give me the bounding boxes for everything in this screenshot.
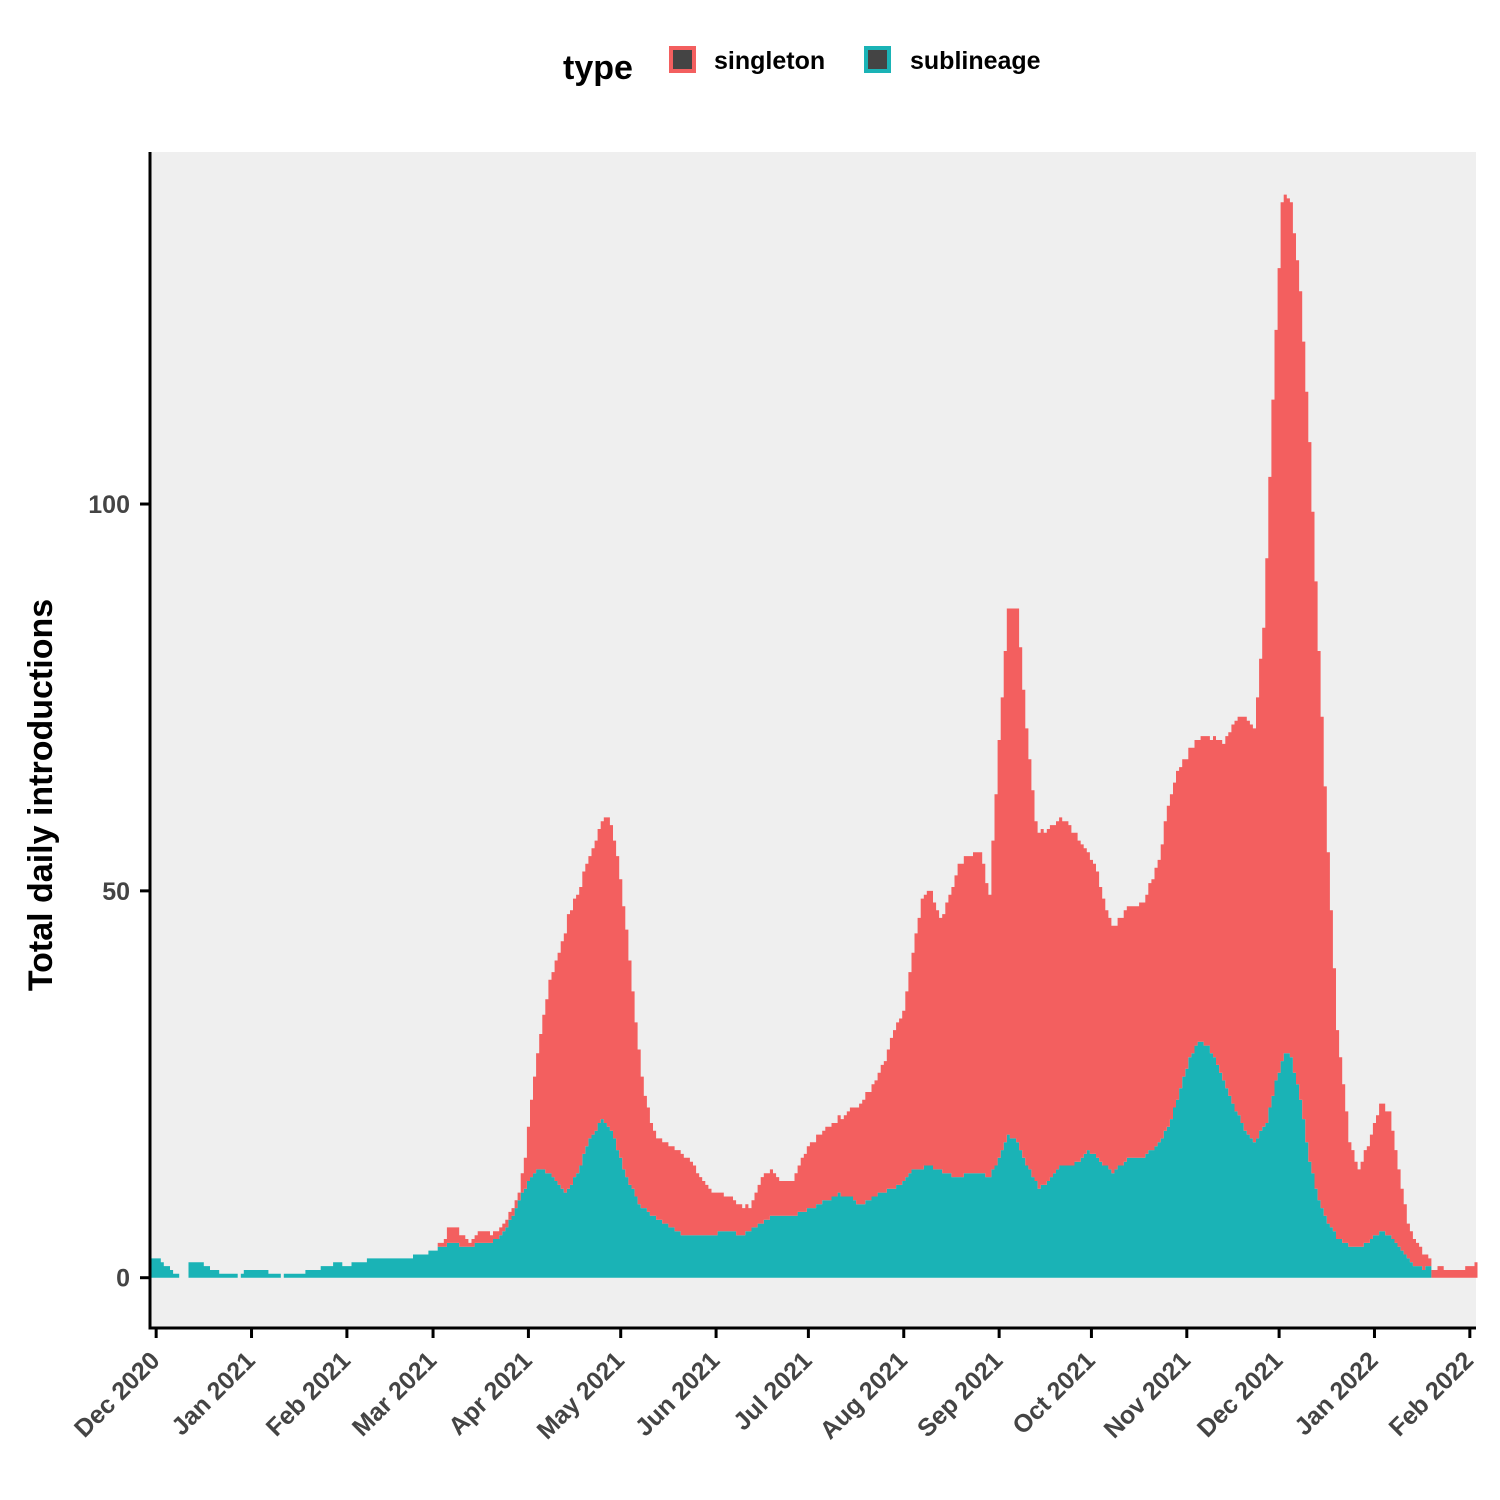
area-sublineage	[148, 1041, 1478, 1278]
y-tick-label: 100	[88, 491, 130, 519]
y-axis: 0 50 100	[88, 491, 150, 1293]
legend-key-sublineage	[864, 46, 891, 73]
y-tick-label: 50	[102, 878, 130, 906]
legend-title: type	[563, 49, 633, 87]
legend-label-singleton: singleton	[714, 47, 825, 75]
area-singleton	[148, 194, 1478, 1278]
y-tick-label: 0	[116, 1265, 130, 1293]
legend: type singleton sublineage	[563, 46, 1041, 87]
legend-item-sublineage: sublineage	[864, 46, 1041, 75]
legend-item-singleton: singleton	[669, 46, 825, 75]
area-layer	[148, 194, 1478, 1278]
legend-label-sublineage: sublineage	[910, 47, 1041, 75]
legend-key-singleton	[669, 46, 696, 73]
y-axis-title: Total daily introductions	[22, 599, 60, 991]
